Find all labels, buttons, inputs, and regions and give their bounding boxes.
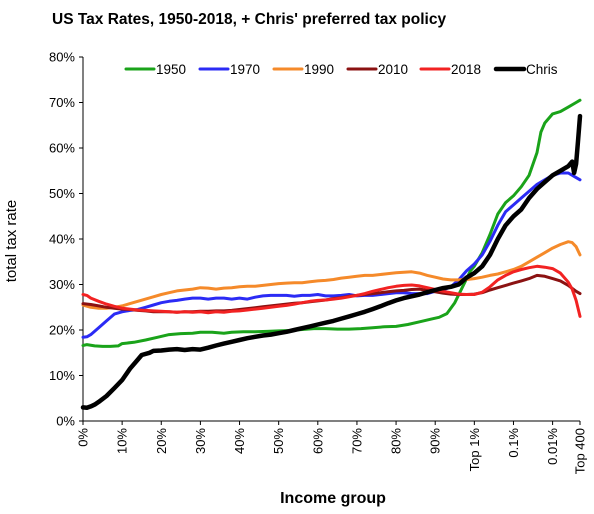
legend: 1950 1970 1990 2010 2018 Chris bbox=[124, 62, 558, 77]
series-line-1970 bbox=[81, 171, 582, 339]
x-tick-labels: 0% 10% 20% 30% 40% 50% 60% 70% 80% 90% Top 1% 0.1% 0… bbox=[76, 421, 588, 474]
legend-label-1990: 1990 bbox=[304, 62, 334, 77]
y-tick-label: 0% bbox=[56, 414, 75, 429]
y-tick-label: 10% bbox=[49, 368, 75, 383]
y-tick-label: 70% bbox=[49, 95, 75, 110]
y-tick-labels: 0% 10% 20% 30% 40% 50% 60% 70% 80% bbox=[49, 50, 83, 429]
x-tick-label: 10% bbox=[115, 428, 130, 454]
x-tick-label: 80% bbox=[389, 428, 404, 454]
series-lines bbox=[80, 98, 583, 411]
x-tick-label: Top 400 bbox=[573, 428, 588, 474]
legend-label-2010: 2010 bbox=[378, 62, 408, 77]
legend-label-chris: Chris bbox=[526, 62, 558, 77]
x-tick-label: 70% bbox=[349, 428, 364, 454]
legend-label-1970: 1970 bbox=[230, 62, 260, 77]
x-tick-label: 50% bbox=[271, 428, 286, 454]
y-axis-label: total tax rate bbox=[3, 200, 20, 283]
legend-label-1950: 1950 bbox=[156, 62, 186, 77]
y-tick-label: 80% bbox=[49, 50, 75, 65]
x-tick-label: 40% bbox=[232, 428, 247, 454]
y-tick-label: 50% bbox=[49, 186, 75, 201]
series-line-chris bbox=[80, 113, 583, 411]
x-tick-label: 0.01% bbox=[545, 428, 560, 465]
chart-title: US Tax Rates, 1950-2018, + Chris' prefer… bbox=[52, 11, 446, 28]
x-tick-label: Top 1% bbox=[467, 428, 482, 472]
series-line-1990 bbox=[81, 240, 582, 310]
x-tick-label: 60% bbox=[310, 428, 325, 454]
x-tick-label: 20% bbox=[154, 428, 169, 454]
x-tick-label: 90% bbox=[428, 428, 443, 454]
y-tick-label: 40% bbox=[49, 232, 75, 247]
series-line-1950 bbox=[81, 98, 582, 348]
x-tick-label: 0.1% bbox=[506, 428, 521, 458]
legend-label-2018: 2018 bbox=[451, 62, 481, 77]
x-tick-label: 30% bbox=[193, 428, 208, 454]
x-axis-label: Income group bbox=[280, 490, 386, 507]
y-tick-label: 60% bbox=[49, 141, 75, 156]
y-tick-label: 30% bbox=[49, 277, 75, 292]
y-tick-label: 20% bbox=[49, 323, 75, 338]
axes bbox=[82, 57, 580, 422]
x-tick-label: 0% bbox=[76, 428, 91, 447]
series-line-2018 bbox=[81, 264, 582, 318]
